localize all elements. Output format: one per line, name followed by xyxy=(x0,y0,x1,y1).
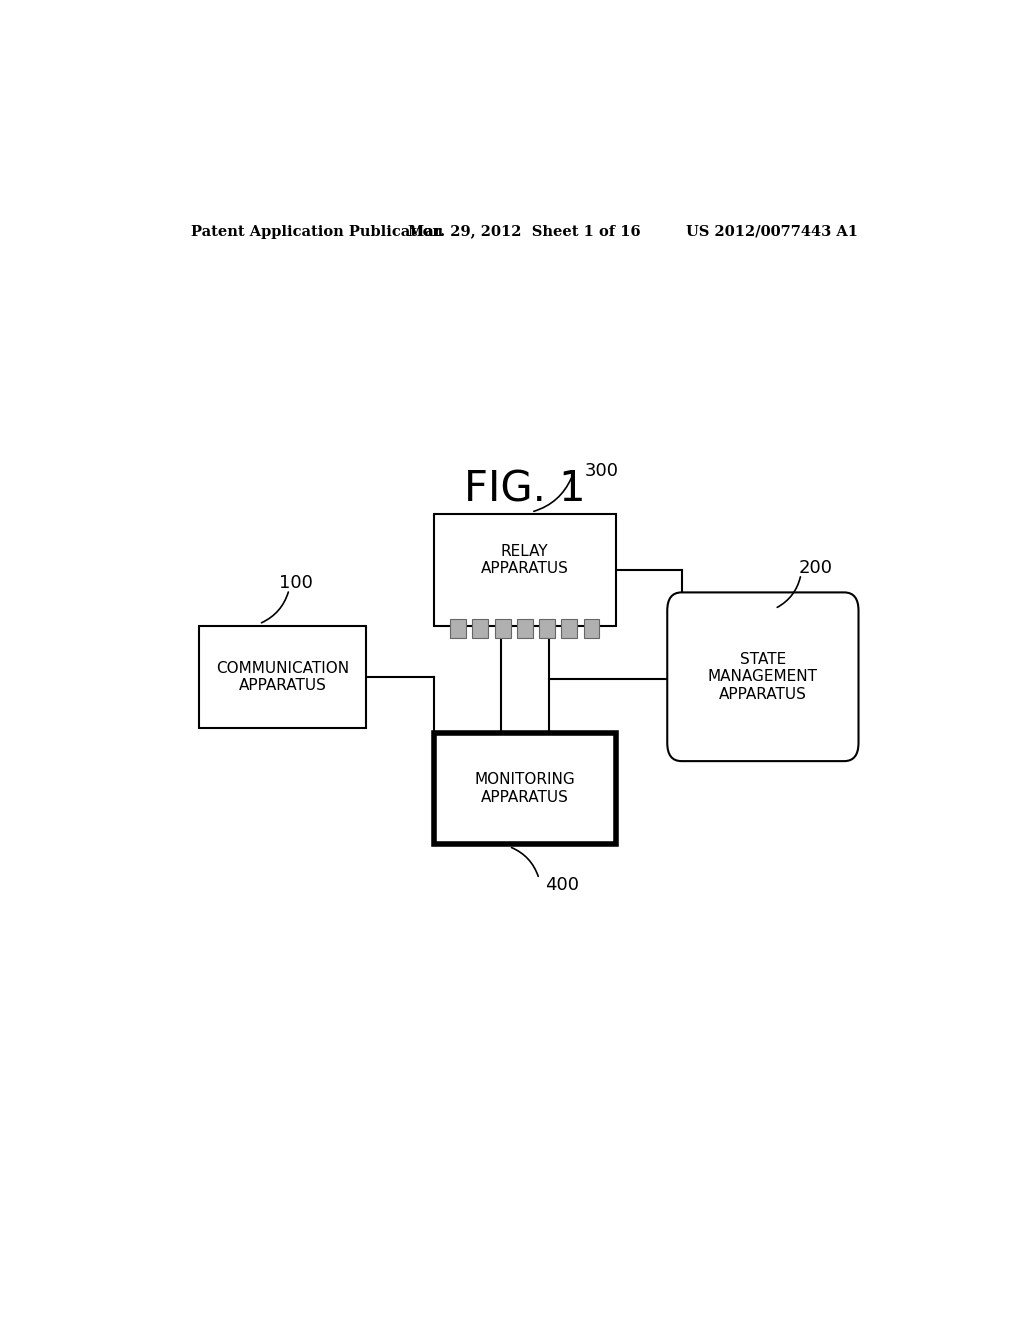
Bar xyxy=(539,619,555,638)
Bar xyxy=(472,619,488,638)
Text: 200: 200 xyxy=(799,558,833,577)
Text: US 2012/0077443 A1: US 2012/0077443 A1 xyxy=(686,224,858,239)
Bar xyxy=(584,619,599,638)
Bar xyxy=(200,626,367,727)
Text: 100: 100 xyxy=(279,574,312,593)
Text: 400: 400 xyxy=(545,876,579,894)
Text: Patent Application Publication: Patent Application Publication xyxy=(191,224,443,239)
Bar xyxy=(495,619,511,638)
Bar xyxy=(433,733,616,845)
Text: COMMUNICATION
APPARATUS: COMMUNICATION APPARATUS xyxy=(216,660,349,693)
Bar xyxy=(433,515,616,626)
FancyBboxPatch shape xyxy=(668,593,858,762)
Text: STATE
MANAGEMENT
APPARATUS: STATE MANAGEMENT APPARATUS xyxy=(708,652,818,702)
Bar xyxy=(451,619,466,638)
Text: Mar. 29, 2012  Sheet 1 of 16: Mar. 29, 2012 Sheet 1 of 16 xyxy=(409,224,641,239)
Text: MONITORING
APPARATUS: MONITORING APPARATUS xyxy=(474,772,575,805)
Text: RELAY
APPARATUS: RELAY APPARATUS xyxy=(481,544,568,576)
Text: FIG. 1: FIG. 1 xyxy=(464,469,586,511)
Text: 300: 300 xyxy=(585,462,618,480)
Bar xyxy=(561,619,578,638)
Bar xyxy=(517,619,532,638)
